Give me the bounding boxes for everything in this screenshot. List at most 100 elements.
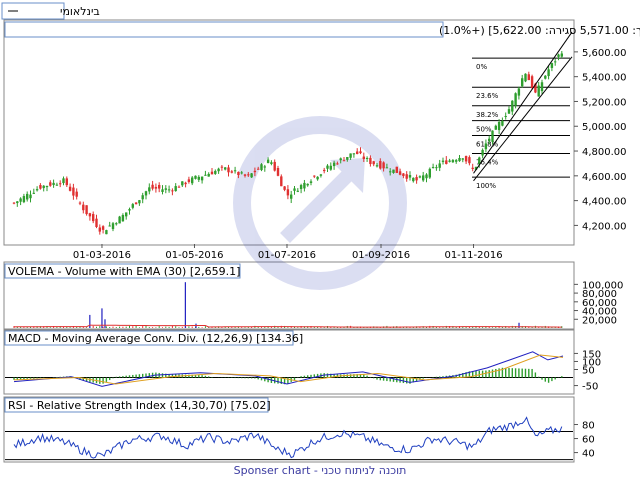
- candle-body: [257, 168, 260, 170]
- candle-body: [273, 161, 276, 171]
- candle-body: [356, 151, 359, 154]
- candle-body: [283, 186, 286, 190]
- trend-line-upper: [473, 31, 573, 174]
- fib-level-label: 100%: [476, 182, 496, 190]
- candle-body: [481, 149, 484, 156]
- candle-body: [16, 201, 19, 204]
- candle-body: [39, 185, 42, 189]
- candle-body: [530, 76, 534, 88]
- candle-body: [55, 184, 59, 186]
- macd-y-tick-label: -50: [582, 382, 598, 393]
- x-tick-label: 01-03-2016: [73, 250, 131, 261]
- candle-body: [62, 178, 65, 184]
- candle-body: [395, 166, 398, 173]
- rsi-y-tick-label: 40: [582, 449, 595, 460]
- candle-body: [204, 174, 207, 176]
- candle-body: [329, 165, 332, 170]
- candle-body: [488, 138, 491, 142]
- candle-body: [118, 216, 121, 224]
- candle-body: [402, 173, 405, 177]
- candle-body: [158, 184, 161, 189]
- candle-body: [468, 157, 471, 164]
- candle-body: [210, 171, 214, 175]
- candle-body: [82, 204, 85, 211]
- candle-body: [554, 61, 557, 63]
- candle-body: [45, 185, 49, 188]
- x-tick-label: 01-11-2016: [444, 250, 502, 261]
- candle-body: [42, 185, 45, 189]
- candle-body: [299, 185, 303, 190]
- candle-body: [194, 175, 197, 179]
- candle-body: [26, 193, 29, 200]
- candle-body: [521, 78, 524, 87]
- legend-label: בינלאומי: [60, 5, 100, 18]
- candle-body: [544, 75, 547, 79]
- candle-body: [471, 167, 474, 169]
- candle-body: [32, 192, 35, 194]
- candle-body: [306, 183, 309, 186]
- candle-body: [441, 160, 445, 162]
- candle-body: [435, 167, 438, 169]
- candle-body: [280, 176, 283, 187]
- macd-y-tick-label: 50: [582, 366, 595, 377]
- macd-title: MACD - Moving Average Conv. Div. (12,26,…: [8, 332, 303, 345]
- candle-body: [95, 218, 98, 228]
- price-y-tick-label: 4,200.00: [582, 221, 627, 232]
- candle-body: [260, 164, 263, 171]
- candle-body: [448, 160, 451, 162]
- price-y-tick-label: 4,800.00: [582, 147, 627, 158]
- fib-level-label: 76.4%: [476, 159, 499, 167]
- volume-y-tick-label: 100,000: [582, 280, 623, 291]
- candle-body: [527, 74, 530, 81]
- footer-credit[interactable]: Sponser chart - תוכנה לניתוח טכני: [234, 464, 407, 477]
- price-y-tick-label: 4,600.00: [582, 172, 627, 183]
- candle-body: [517, 88, 521, 96]
- candle-body: [184, 182, 187, 185]
- candle-body: [148, 187, 151, 192]
- rsi-y-tick-label: 60: [582, 435, 595, 446]
- candle-body: [346, 157, 349, 160]
- candle-body: [511, 100, 514, 112]
- candle-body: [125, 212, 128, 217]
- candle-body: [365, 157, 369, 159]
- candle-body: [177, 186, 181, 188]
- candle-body: [497, 121, 501, 131]
- candle-body: [164, 188, 167, 190]
- candle-body: [191, 177, 194, 184]
- candle-body: [326, 165, 329, 169]
- candle-body: [187, 179, 191, 182]
- candle-body: [59, 183, 62, 185]
- candle-body: [550, 63, 554, 68]
- candle-body: [557, 54, 560, 57]
- candle-body: [111, 223, 115, 230]
- fib-level-label: 23.6%: [476, 92, 499, 100]
- x-tick-label: 01-05-2016: [165, 250, 223, 261]
- candle-body: [372, 161, 375, 165]
- candle-body: [415, 177, 418, 181]
- candle-body: [88, 213, 92, 217]
- rsi-y-tick-label: 80: [582, 421, 595, 432]
- volume-y-tick-label: 80,000: [582, 289, 617, 300]
- candle-body: [514, 93, 517, 106]
- fib-level-label: 38.2%: [476, 111, 499, 119]
- candle-body: [431, 166, 435, 168]
- candle-body: [227, 167, 230, 173]
- candle-body: [474, 166, 478, 170]
- candle-body: [494, 125, 497, 130]
- candle-body: [534, 83, 537, 93]
- candle-body: [313, 175, 316, 177]
- candle-body: [22, 196, 26, 203]
- candle-body: [161, 189, 164, 192]
- candle-body: [92, 214, 95, 222]
- candle-body: [484, 143, 488, 150]
- candle-body: [389, 171, 392, 173]
- candle-body: [504, 115, 507, 117]
- candle-body: [49, 182, 52, 186]
- candle-body: [359, 151, 362, 154]
- candle-body: [98, 227, 101, 232]
- candle-body: [362, 156, 365, 159]
- candle-body: [408, 175, 412, 178]
- candle-body: [151, 184, 154, 189]
- candle-body: [458, 158, 461, 162]
- volume-title: VOLEMA - Volume with EMA (30) [2,659.1]: [8, 265, 240, 278]
